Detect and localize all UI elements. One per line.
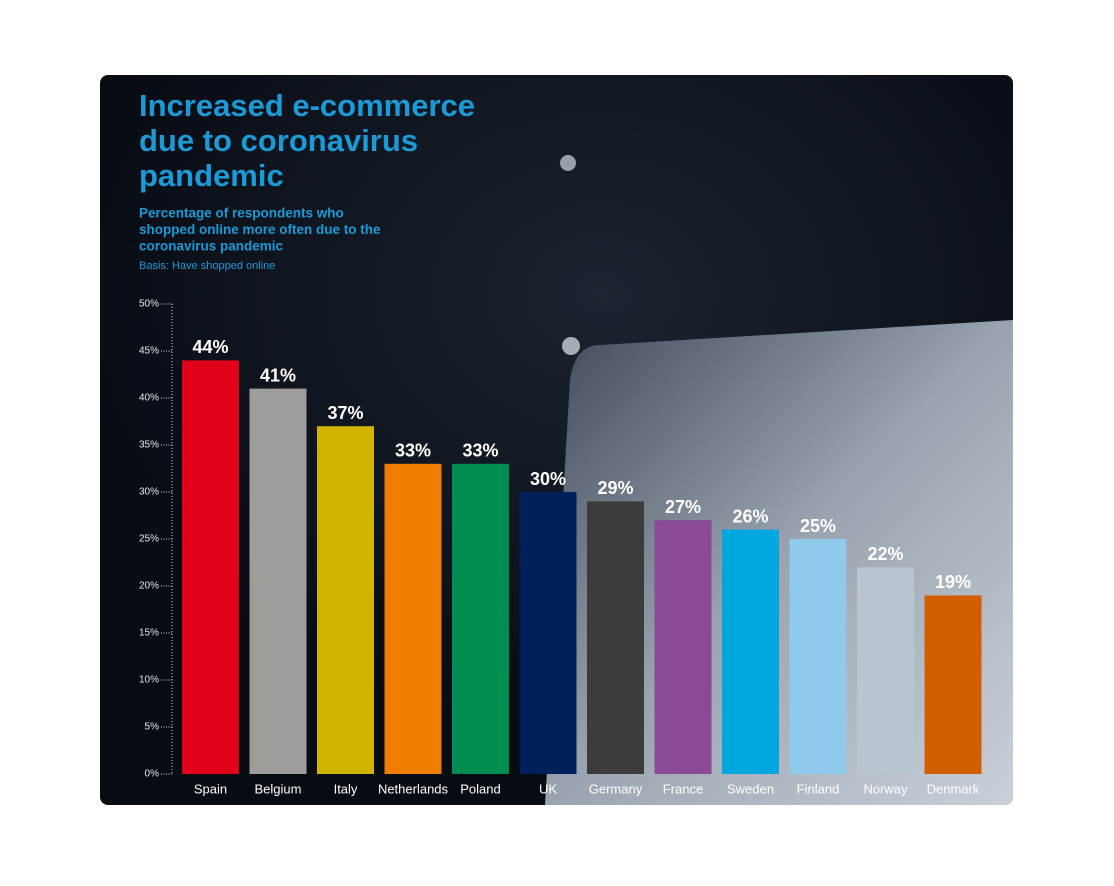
value-label: 29% xyxy=(597,478,633,498)
bar xyxy=(452,463,509,774)
y-tick-label: 45% xyxy=(139,346,159,357)
chart-title: Increased e-commerce xyxy=(139,88,475,123)
y-tick-label: 40% xyxy=(139,393,159,404)
x-tick-label: Denmark xyxy=(927,781,980,796)
value-label: 27% xyxy=(665,497,701,517)
chart-title: pandemic xyxy=(139,158,284,193)
y-tick-label: 25% xyxy=(139,534,159,545)
value-label: 41% xyxy=(260,365,296,385)
bar xyxy=(182,360,239,774)
value-label: 44% xyxy=(192,337,228,357)
value-label: 37% xyxy=(327,403,363,423)
bar xyxy=(519,492,577,774)
value-label: 30% xyxy=(530,469,566,489)
x-tick-label: UK xyxy=(539,781,557,796)
x-tick-label: Germany xyxy=(589,781,643,796)
bar xyxy=(249,388,307,774)
value-label: 33% xyxy=(462,441,498,461)
y-tick-label: 0% xyxy=(145,769,160,780)
bar xyxy=(384,463,442,774)
bar xyxy=(317,426,374,774)
y-tick-label: 5% xyxy=(145,722,160,733)
y-tick-label: 50% xyxy=(139,299,159,310)
value-label: 19% xyxy=(935,572,971,592)
value-label: 25% xyxy=(800,516,836,536)
chart-subtitle: shopped online more often due to the xyxy=(139,222,381,237)
y-tick-label: 10% xyxy=(139,675,159,686)
x-tick-label: Sweden xyxy=(727,781,774,796)
value-label: 26% xyxy=(732,506,768,526)
chart-subtitle: Percentage of respondents who xyxy=(139,206,344,221)
y-tick-label: 35% xyxy=(139,440,159,451)
x-tick-label: Spain xyxy=(194,781,227,796)
y-tick-label: 30% xyxy=(139,487,159,498)
value-label: 22% xyxy=(867,544,903,564)
y-tick-label: 20% xyxy=(139,581,159,592)
x-tick-label: Finland xyxy=(797,781,840,796)
bar xyxy=(857,567,914,774)
bar xyxy=(654,520,712,774)
x-tick-label: Norway xyxy=(863,781,908,796)
chart-title: due to coronavirus xyxy=(139,123,418,158)
bar xyxy=(789,539,847,774)
chart-note: Basis: Have shopped online xyxy=(139,260,275,272)
chart-subtitle: coronavirus pandemic xyxy=(139,239,284,254)
x-tick-label: Netherlands xyxy=(378,781,449,796)
bar xyxy=(587,501,644,774)
x-tick-label: Poland xyxy=(460,781,500,796)
bar xyxy=(924,595,982,774)
value-label: 33% xyxy=(395,441,431,461)
x-tick-label: France xyxy=(663,781,703,796)
bar xyxy=(722,529,779,774)
x-tick-label: Italy xyxy=(334,781,358,796)
y-tick-label: 15% xyxy=(139,628,159,639)
x-tick-label: Belgium xyxy=(255,781,302,796)
